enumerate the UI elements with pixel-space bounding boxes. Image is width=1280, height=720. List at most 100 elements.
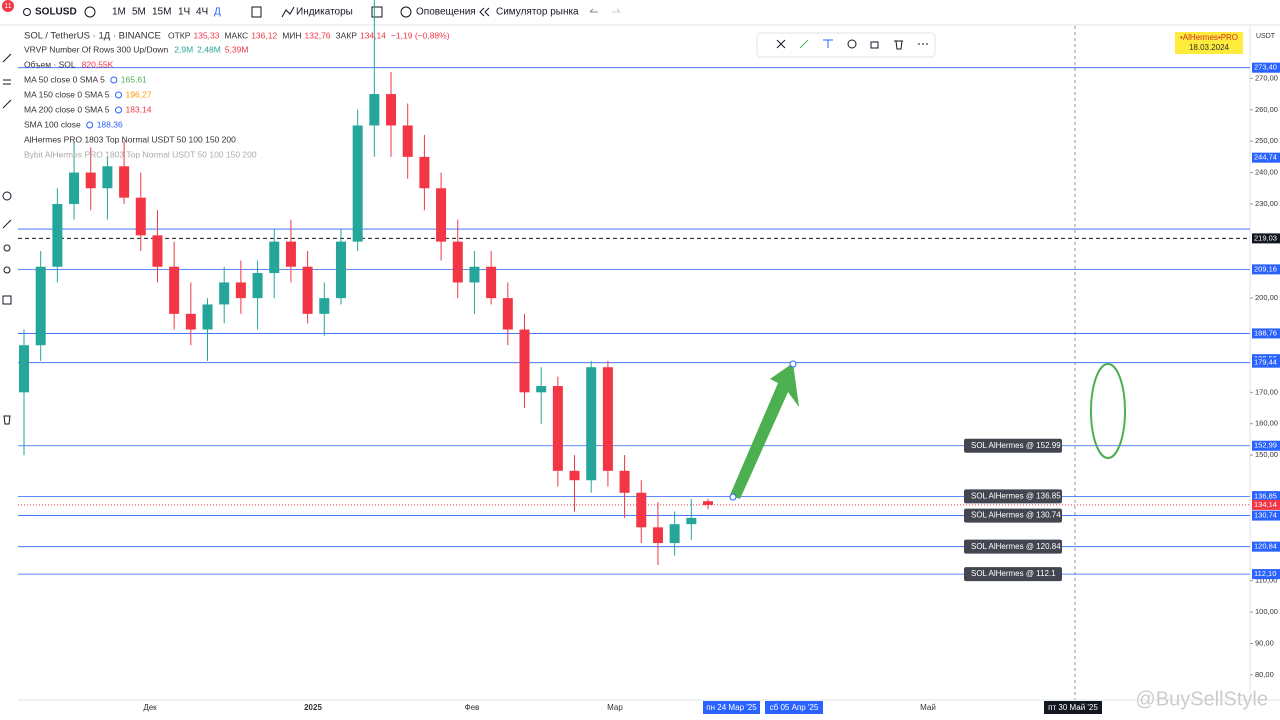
indicator-name: Bybit AlHermes PRO 1803 Top Normal USDT … <box>24 149 257 159</box>
candle-body <box>135 197 146 236</box>
candle-body <box>169 266 180 314</box>
visibility-icon[interactable] <box>115 106 123 114</box>
candle-body <box>402 125 413 157</box>
candle-body <box>519 329 530 393</box>
price-label: 244,74 <box>1254 153 1277 162</box>
text-color[interactable] <box>823 39 833 48</box>
ohlc-label: МИН <box>282 30 301 40</box>
y-tick-label: 100,00 <box>1255 607 1278 616</box>
lock-icon[interactable] <box>870 41 879 49</box>
symbol[interactable]: SOLUSD <box>35 7 77 18</box>
y-tick-label: 110,00 <box>1255 576 1277 585</box>
interval-button[interactable]: Д <box>214 7 221 18</box>
line-color[interactable] <box>799 39 809 49</box>
ohlc-value: 136,12 <box>251 30 277 40</box>
level-label: SOL AlHermes @ 130.74 <box>971 511 1061 520</box>
price-label-box <box>1252 152 1280 163</box>
drawing-tools <box>2 53 12 425</box>
indicators-icon[interactable] <box>281 6 295 18</box>
price-label: 120,84 <box>1254 542 1277 551</box>
indicator-value: 183,14 <box>126 104 152 114</box>
candle-body <box>586 367 597 481</box>
visibility-icon[interactable] <box>115 91 123 99</box>
y-tick-label: 240,00 <box>1255 168 1278 177</box>
tool-fib[interactable] <box>3 79 11 85</box>
search-icon[interactable] <box>23 8 31 16</box>
layouts-icon[interactable] <box>371 6 383 18</box>
candle-body <box>119 166 130 198</box>
interval-button[interactable]: 1Ч <box>178 7 190 18</box>
price-label-box <box>1252 233 1280 244</box>
x-tick-label: Мар <box>607 703 623 712</box>
redo[interactable] <box>612 8 621 13</box>
y-tick-label: 90,00 <box>1255 638 1274 647</box>
undo[interactable] <box>589 8 598 13</box>
price-label-box <box>1252 62 1280 73</box>
template-icon[interactable] <box>776 39 786 49</box>
y-tick-label: 80,00 <box>1255 670 1274 679</box>
tool-shape[interactable] <box>2 191 12 201</box>
alerts-button[interactable]: Оповещения <box>416 7 476 18</box>
tool-line[interactable] <box>2 53 12 63</box>
plot-area: 270,00 260,00 250,00 240,00 230,00 200,00 170,… <box>18 0 1280 714</box>
indicator-value: 188,36 <box>97 119 123 129</box>
indicator-value: 2,9M <box>174 44 193 54</box>
indicator-name: VRVP Number Of Rows 300 Up/Down <box>24 44 169 54</box>
tool-lock[interactable] <box>2 295 12 305</box>
candle-body <box>202 304 213 330</box>
price-label: 136,85 <box>1254 491 1277 500</box>
indicator-name: MA 200 close 0 SMA 5 <box>24 104 110 114</box>
tool-trash[interactable] <box>3 415 11 425</box>
replay-icon[interactable] <box>479 7 490 17</box>
candle-body <box>35 266 46 346</box>
candle-body <box>185 313 196 330</box>
drawing-toolbar <box>756 32 936 58</box>
indicators-button[interactable]: Индикаторы <box>296 7 353 18</box>
x-tick-label: Фев <box>465 703 480 712</box>
candle-body <box>469 266 480 283</box>
tool-magnet[interactable] <box>3 266 11 274</box>
compare-icon[interactable] <box>84 6 96 18</box>
price-label-box <box>1252 569 1280 580</box>
interval-button[interactable]: 15М <box>152 7 171 18</box>
indicator-value: 196,27 <box>126 89 152 99</box>
candle-body <box>18 345 30 393</box>
candle-body <box>652 527 663 544</box>
candle-body <box>319 298 330 314</box>
tool-zoom[interactable] <box>3 244 11 252</box>
candle-body <box>302 266 313 314</box>
indicator-value: 165,61 <box>121 74 147 84</box>
drawing-toolbar-icons <box>776 39 928 50</box>
ohlc-value: 132,76 <box>305 30 331 40</box>
candle-body <box>569 470 580 481</box>
candle-body <box>669 524 680 544</box>
indicator-value: 5,39M <box>225 44 249 54</box>
candle-body <box>686 517 697 525</box>
settings-icon[interactable] <box>847 39 857 49</box>
bar-style-icon[interactable] <box>251 6 262 18</box>
replay-button[interactable]: Симулятор рынка <box>496 7 579 18</box>
date-badge <box>1044 701 1102 714</box>
interval-button[interactable]: 1М <box>112 7 126 18</box>
visibility-icon[interactable] <box>110 76 118 84</box>
indicator-value: 820,55K <box>82 59 114 69</box>
date-badge-label: сб 05 Апр '25 <box>770 703 819 712</box>
price-label: 209,16 <box>1254 264 1277 273</box>
interval-button[interactable]: 4Ч <box>196 7 208 18</box>
price-label-box <box>1252 264 1280 275</box>
tool-ruler[interactable] <box>2 219 12 229</box>
visibility-icon[interactable] <box>86 121 94 129</box>
ohlc-value: 135,33 <box>193 30 219 40</box>
alert-icon[interactable] <box>400 6 412 18</box>
price-label: 112,10 <box>1254 569 1276 578</box>
price-label: 130,74 <box>1254 511 1277 520</box>
ohlc-label: МАКС <box>224 30 248 40</box>
indicator-name: MA 50 close 0 SMA 5 <box>24 74 105 84</box>
notification-badge[interactable] <box>2 0 14 12</box>
delete-icon[interactable] <box>894 40 903 50</box>
interval-button[interactable]: 5М <box>132 7 146 18</box>
candle-body <box>436 188 447 242</box>
candle-body <box>386 94 397 126</box>
tool-brush[interactable] <box>2 99 12 109</box>
price-label: 179,44 <box>1254 358 1277 367</box>
